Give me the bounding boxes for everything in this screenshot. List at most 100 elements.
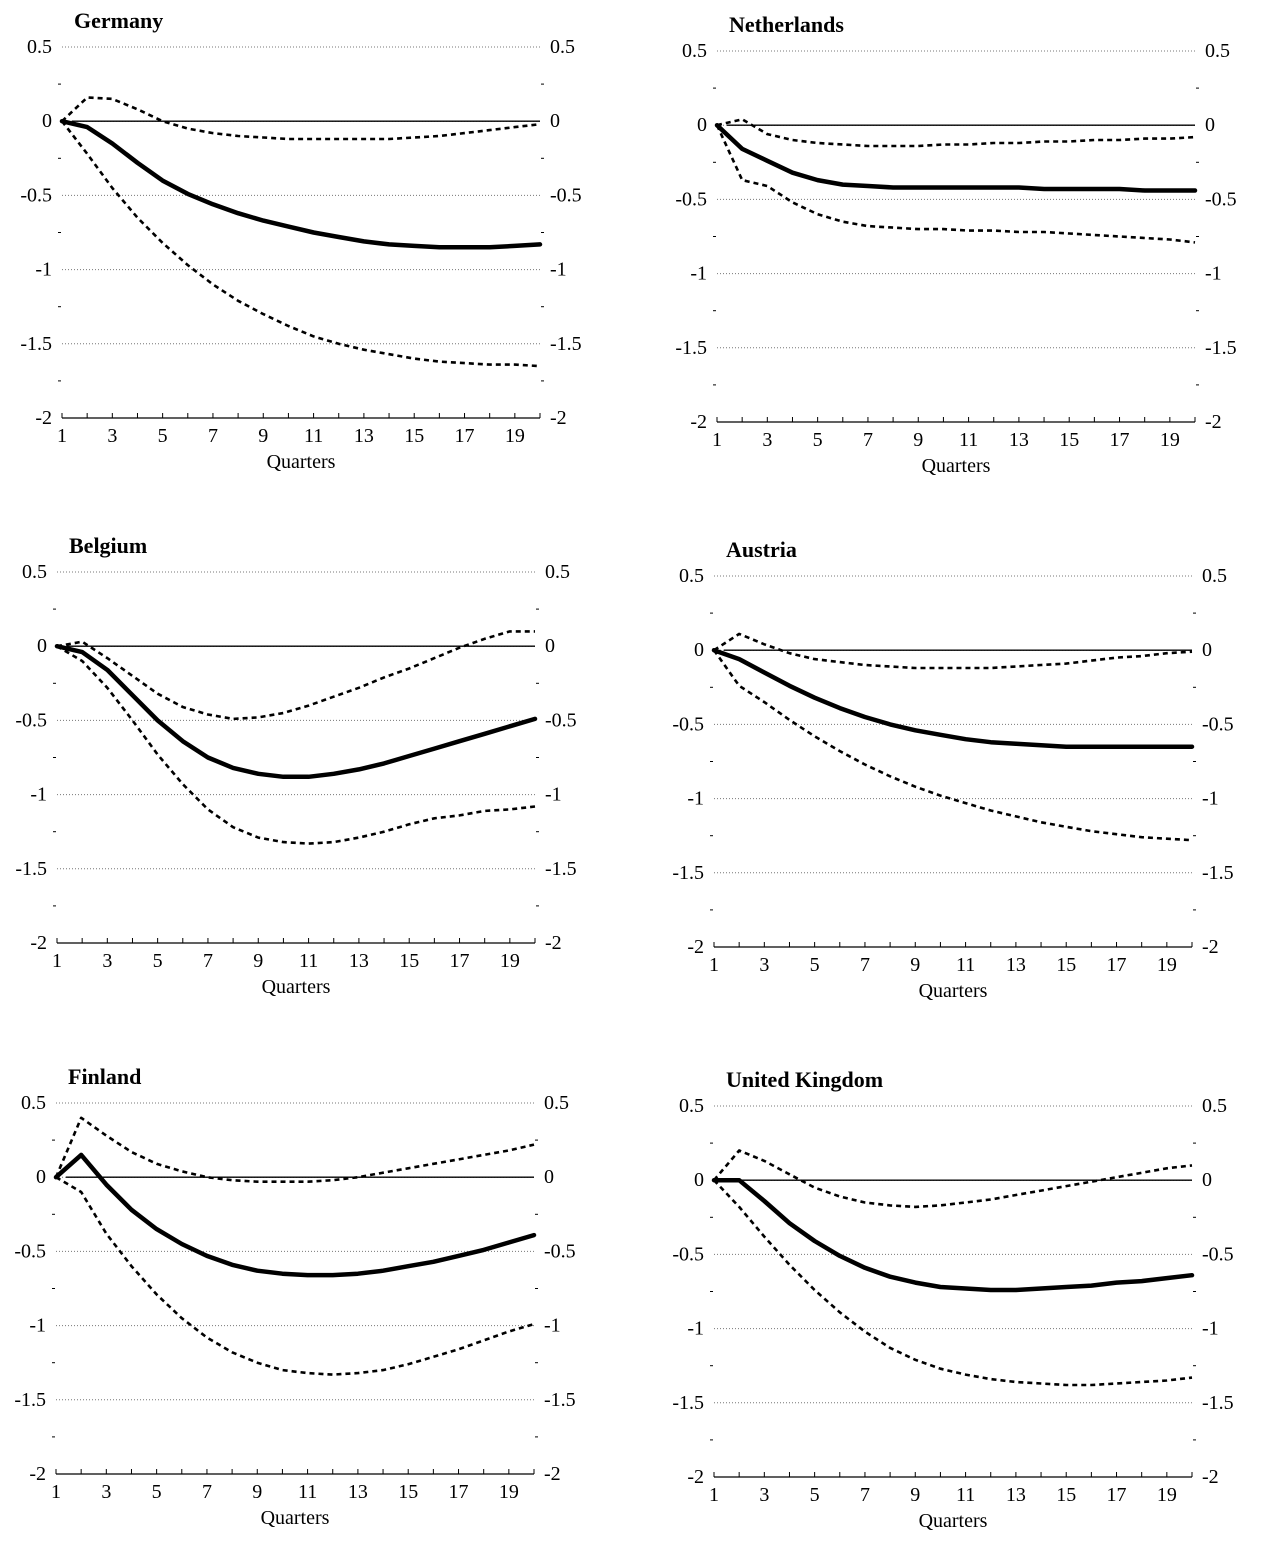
x-tick-label: 13 bbox=[1006, 1484, 1026, 1506]
y-tick-label-left: 0 bbox=[694, 639, 704, 661]
y-tick-label-left: -0.5 bbox=[14, 1240, 46, 1262]
x-tick-label: 1 bbox=[709, 954, 719, 976]
y-tick-label-left: -2 bbox=[687, 1466, 704, 1488]
x-tick-label: 1 bbox=[51, 1481, 61, 1503]
series-line-band-2 bbox=[715, 124, 1196, 244]
y-tick-label-right: 0 bbox=[544, 1166, 554, 1188]
y-tick-label-right: 0.5 bbox=[1205, 40, 1230, 62]
y-tick-label-right: -1 bbox=[1202, 788, 1219, 810]
y-tick-label-left: -2 bbox=[29, 1463, 46, 1485]
x-tick-label: 15 bbox=[1056, 954, 1076, 976]
series-line-estimate bbox=[53, 1152, 537, 1278]
x-axis-label: Quarters bbox=[919, 1510, 988, 1532]
x-tick-label: 17 bbox=[1110, 429, 1130, 451]
y-tick-label-right: -2 bbox=[544, 1463, 561, 1485]
y-tick-label-right: -1.5 bbox=[1205, 337, 1237, 359]
x-tick-label: 11 bbox=[956, 954, 975, 976]
y-tick-label-left: -0.5 bbox=[672, 713, 704, 735]
x-tick-label: 11 bbox=[959, 429, 978, 451]
y-tick-label-left: 0 bbox=[37, 635, 47, 657]
y-tick-label-right: -0.5 bbox=[544, 1240, 576, 1262]
panel-austria: Austria 0.5 0.5 0 0 -0.5 -0.5 -1 -1 -1.5 -1.5 -2 -2 1… bbox=[652, 529, 1252, 1029]
y-tick-label-right: -2 bbox=[1205, 411, 1222, 433]
chart-title: United Kingdom bbox=[726, 1067, 883, 1092]
x-tick-label: 11 bbox=[304, 425, 323, 447]
x-tick-label: 3 bbox=[759, 954, 769, 976]
y-tick-label-left: 0 bbox=[42, 110, 52, 132]
chart-netherlands: Netherlands 0.5 0.5 0 0 -0.5 -0.5 -1 -1 -1.5 -1.5 -… bbox=[675, 12, 1237, 477]
series-line-band-2 bbox=[55, 1176, 535, 1376]
y-tick-label-left: -2 bbox=[690, 411, 707, 433]
x-tick-label: 1 bbox=[52, 950, 62, 972]
y-tick-label-left: 0 bbox=[694, 1169, 704, 1191]
series-line-estimate bbox=[711, 1177, 1195, 1293]
series-line-estimate bbox=[711, 647, 1195, 749]
x-tick-label: 1 bbox=[709, 1484, 719, 1506]
y-tick-label-left: -1.5 bbox=[20, 333, 52, 355]
y-tick-label-right: -1 bbox=[1205, 263, 1222, 285]
x-tick-label: 11 bbox=[298, 1481, 317, 1503]
y-tick-label-left: -1 bbox=[30, 784, 47, 806]
y-tick-label-left: -2 bbox=[687, 936, 704, 958]
x-tick-label: 3 bbox=[759, 1484, 769, 1506]
panel-united-kingdom: United Kingdom 0.5 0.5 0 0 -0.5 -0.5 -1 -1 -1.5 -1… bbox=[652, 1059, 1252, 1559]
x-tick-label: 19 bbox=[1160, 429, 1180, 451]
series-line-band-2 bbox=[60, 120, 541, 368]
x-tick-label: 9 bbox=[913, 429, 923, 451]
x-axis-label: Quarters bbox=[922, 455, 991, 477]
y-tick-label-left: -1 bbox=[687, 788, 704, 810]
x-tick-label: 5 bbox=[153, 950, 163, 972]
y-tick-label-left: -1 bbox=[29, 1315, 46, 1337]
x-tick-label: 5 bbox=[810, 954, 820, 976]
series-line-band-2 bbox=[713, 1179, 1193, 1387]
panel-germany: Germany 0.5 0.5 0 0 -0.5 -0.5 -1 -1 -1.5 -1.5 -2 -2 1… bbox=[0, 0, 600, 500]
x-tick-label: 15 bbox=[399, 950, 419, 972]
series-line-band-1 bbox=[716, 118, 1196, 148]
y-tick-label-right: 0 bbox=[550, 110, 560, 132]
x-tick-label: 13 bbox=[349, 950, 369, 972]
x-tick-label: 5 bbox=[152, 1481, 162, 1503]
y-tick-label-right: -2 bbox=[550, 407, 567, 429]
y-tick-label-right: -1 bbox=[545, 784, 562, 806]
x-tick-label: 19 bbox=[1157, 954, 1177, 976]
y-tick-label-right: -1.5 bbox=[1202, 862, 1234, 884]
y-tick-label-left: -0.5 bbox=[20, 184, 52, 206]
x-tick-label: 17 bbox=[449, 1481, 469, 1503]
x-tick-label: 5 bbox=[810, 1484, 820, 1506]
x-tick-label: 17 bbox=[450, 950, 470, 972]
x-tick-label: 1 bbox=[57, 425, 67, 447]
x-tick-label: 17 bbox=[1107, 954, 1127, 976]
x-tick-label: 3 bbox=[102, 950, 112, 972]
y-tick-label-left: -1 bbox=[687, 1318, 704, 1340]
x-tick-label: 7 bbox=[202, 1481, 212, 1503]
y-tick-label-left: -1.5 bbox=[14, 1389, 46, 1411]
x-tick-label: 15 bbox=[1056, 1484, 1076, 1506]
series-line-band-1 bbox=[61, 96, 541, 141]
x-tick-label: 13 bbox=[1009, 429, 1029, 451]
x-tick-label: 3 bbox=[107, 425, 117, 447]
y-tick-label-left: 0.5 bbox=[679, 1095, 704, 1117]
y-tick-label-right: -2 bbox=[545, 932, 562, 954]
y-tick-label-right: 0.5 bbox=[544, 1092, 569, 1114]
y-tick-label-right: -2 bbox=[1202, 1466, 1219, 1488]
x-tick-label: 19 bbox=[500, 950, 520, 972]
y-tick-label-left: -2 bbox=[35, 407, 52, 429]
chart-title: Finland bbox=[68, 1064, 141, 1089]
x-tick-label: 11 bbox=[956, 1484, 975, 1506]
y-tick-label-right: -1.5 bbox=[545, 858, 577, 880]
x-tick-label: 3 bbox=[101, 1481, 111, 1503]
x-tick-label: 15 bbox=[398, 1481, 418, 1503]
panel-finland: Finland 0.5 0.5 0 0 -0.5 -0.5 -1 -1 -1.5 -1.5 -2 -2 1… bbox=[0, 1056, 594, 1556]
y-tick-label-right: -1.5 bbox=[550, 333, 582, 355]
y-tick-label-right: -0.5 bbox=[1202, 1243, 1234, 1265]
chart-title: Germany bbox=[74, 8, 163, 33]
y-tick-label-right: -0.5 bbox=[1202, 713, 1234, 735]
x-tick-label: 7 bbox=[208, 425, 218, 447]
x-tick-label: 19 bbox=[499, 1481, 519, 1503]
y-tick-label-right: 0 bbox=[545, 635, 555, 657]
series-line-band-2 bbox=[712, 649, 1193, 842]
y-tick-label-right: 0.5 bbox=[1202, 565, 1227, 587]
y-tick-label-right: -2 bbox=[1202, 936, 1219, 958]
